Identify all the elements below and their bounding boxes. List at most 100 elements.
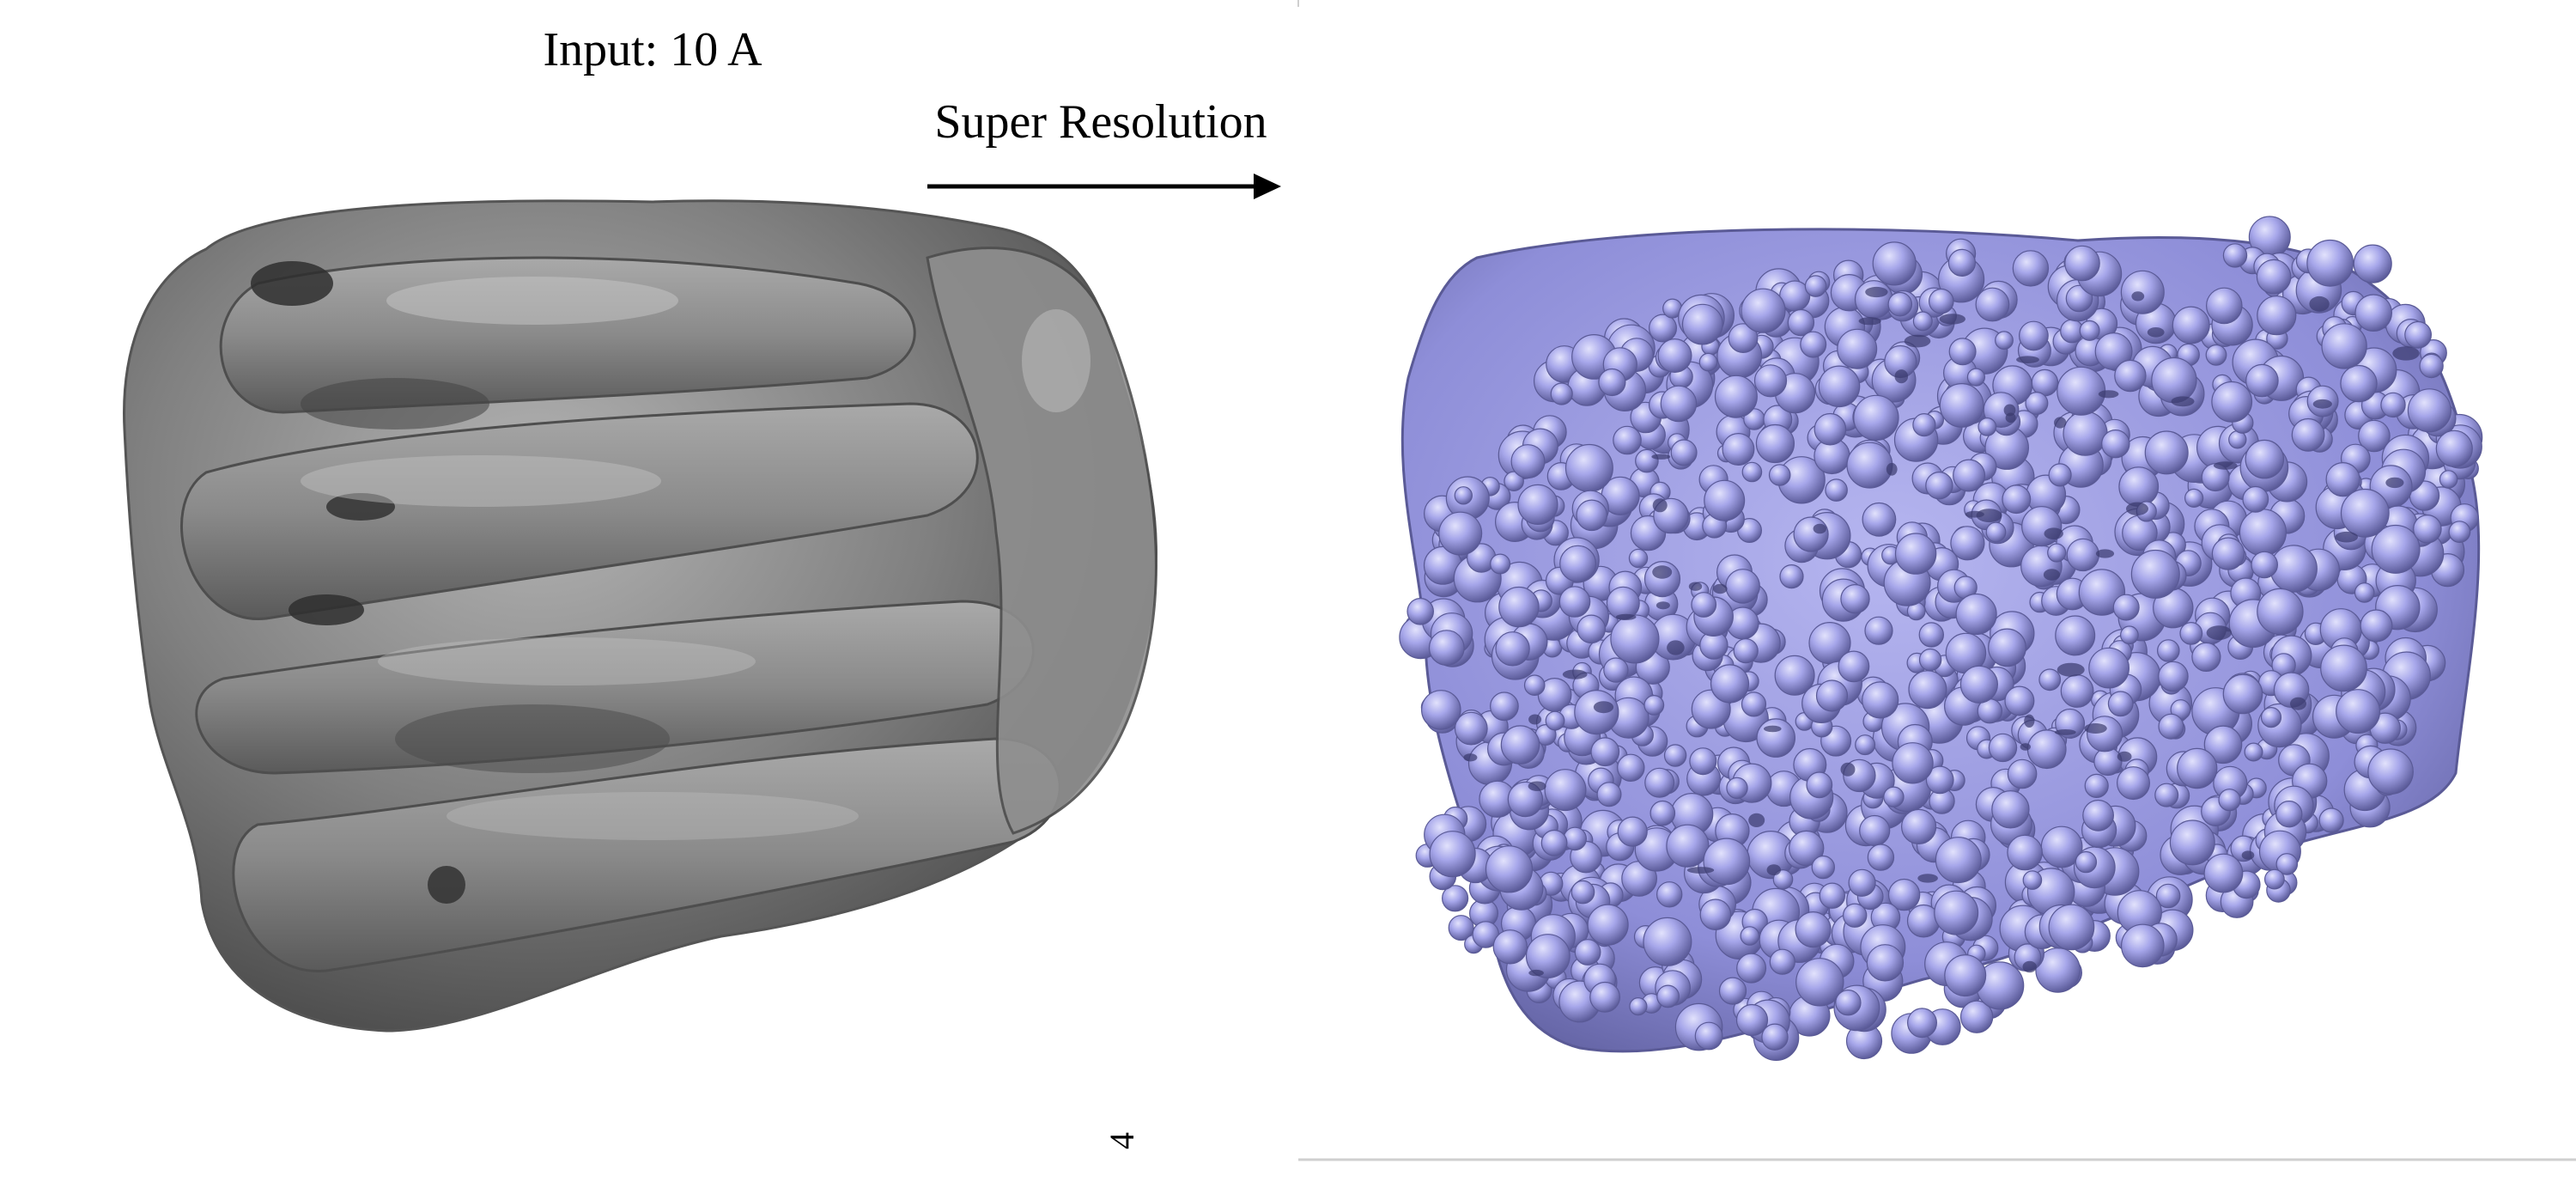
density-bead [2211, 537, 2245, 570]
density-bead [1603, 657, 1629, 683]
density-bead [1907, 1008, 1938, 1039]
density-bead [2407, 388, 2451, 433]
density-bead [2018, 320, 2049, 351]
density-bead [1441, 885, 1469, 912]
density-bead [1887, 878, 1921, 911]
density-bead [2022, 870, 2043, 890]
density-bead [1448, 915, 1474, 941]
density-crevice [2241, 850, 2255, 860]
density-bead [1846, 442, 1893, 489]
density-bead [1694, 1021, 1723, 1051]
density-bead [1944, 954, 1987, 997]
density-bead [1656, 881, 1683, 908]
density-bead [1892, 742, 1934, 784]
density-bead [2007, 758, 2038, 789]
density-crevice [1528, 781, 1546, 791]
density-bead [2093, 746, 2123, 777]
density-bead [1991, 790, 2030, 829]
density-bead [2211, 381, 2253, 423]
density-bead [1660, 385, 1698, 423]
density-bead [2263, 868, 2285, 890]
density-bead [2242, 485, 2269, 513]
density-bead [1587, 904, 1629, 946]
super-resolution-label: Super Resolution [934, 95, 1267, 149]
density-bead [1741, 691, 1767, 717]
density-bead [1628, 548, 1649, 569]
density-bead [1736, 953, 1767, 984]
density-bead [2222, 243, 2248, 268]
density-bead [1558, 586, 1591, 618]
density-crevice [2335, 531, 2358, 543]
density-bead [1774, 655, 1815, 696]
density-bead [1918, 648, 1942, 672]
density-bead [2120, 270, 2165, 314]
density-crevice [2171, 396, 2195, 407]
density-crevice [1917, 874, 1938, 883]
density-bead [2151, 356, 2197, 404]
density-crevice [2020, 743, 2031, 751]
density-bead [1698, 352, 1718, 372]
density-bead [1648, 314, 1677, 343]
density-bead [2321, 323, 2367, 369]
density-bead [2245, 363, 2279, 398]
density-bead [1492, 929, 1528, 965]
density-bead [1819, 882, 1845, 909]
density-bead [2012, 250, 2050, 287]
density-bead [1741, 288, 1786, 333]
density-bead [1590, 737, 1620, 767]
density-bead [1768, 464, 1791, 486]
density-bead [1787, 308, 1815, 337]
density-bead [1901, 808, 1937, 845]
density-bead [1733, 638, 1759, 664]
density-bead [2048, 904, 2095, 951]
density-bead [2021, 506, 2063, 547]
density-bead [2260, 706, 2282, 728]
density-bead [2075, 850, 2098, 874]
density-bead [1855, 734, 1876, 756]
atomic-bead-cluster [1399, 216, 2483, 1062]
density-bead [1959, 665, 1998, 704]
density-bead [2119, 625, 2139, 645]
density-bead [2419, 353, 2444, 379]
density-bead [2367, 748, 2414, 795]
density-crevice [2309, 295, 2330, 312]
density-bead [2354, 294, 2393, 332]
input-density-map [123, 199, 1157, 1033]
density-bead [2380, 392, 2406, 418]
density-bead [1589, 981, 1620, 1013]
density-bead [2038, 668, 2062, 691]
density-bead [2060, 674, 2094, 708]
density-bead [1699, 899, 1732, 931]
density-bead [2336, 689, 2381, 734]
density-bead [2413, 514, 2442, 544]
density-bead [1489, 691, 1519, 722]
density-bead [1438, 511, 1483, 556]
density-bead [2121, 923, 2165, 968]
density-bead [2158, 661, 2189, 692]
density-bead [1544, 769, 1587, 812]
density-bead [1840, 584, 1870, 614]
input-resolution-label: Input: 10 A [543, 23, 762, 76]
density-bead [2222, 673, 2263, 715]
density-bead [1681, 303, 1723, 345]
density-bead [1975, 287, 2010, 322]
density-bead [2184, 488, 2204, 509]
density-bead [1988, 733, 2018, 763]
density-crevice [1766, 864, 1781, 876]
density-bead [2179, 622, 2203, 645]
density-bead [1908, 670, 1947, 710]
density-bead [1872, 241, 1917, 286]
density-bead [1574, 939, 1601, 966]
density-bead [2063, 411, 2108, 456]
density-bead [1995, 331, 2014, 350]
density-bead [2435, 430, 2473, 467]
density-crevice [1748, 813, 1765, 828]
density-bead [2087, 716, 2123, 752]
density-bead [1656, 984, 1680, 1008]
density-bead [1644, 767, 1675, 798]
density-crevice [1904, 334, 1931, 348]
density-bead [1649, 800, 1676, 826]
density-bead [1428, 630, 1465, 666]
density-crevice [2057, 662, 2085, 677]
density-bead [2004, 685, 2035, 716]
